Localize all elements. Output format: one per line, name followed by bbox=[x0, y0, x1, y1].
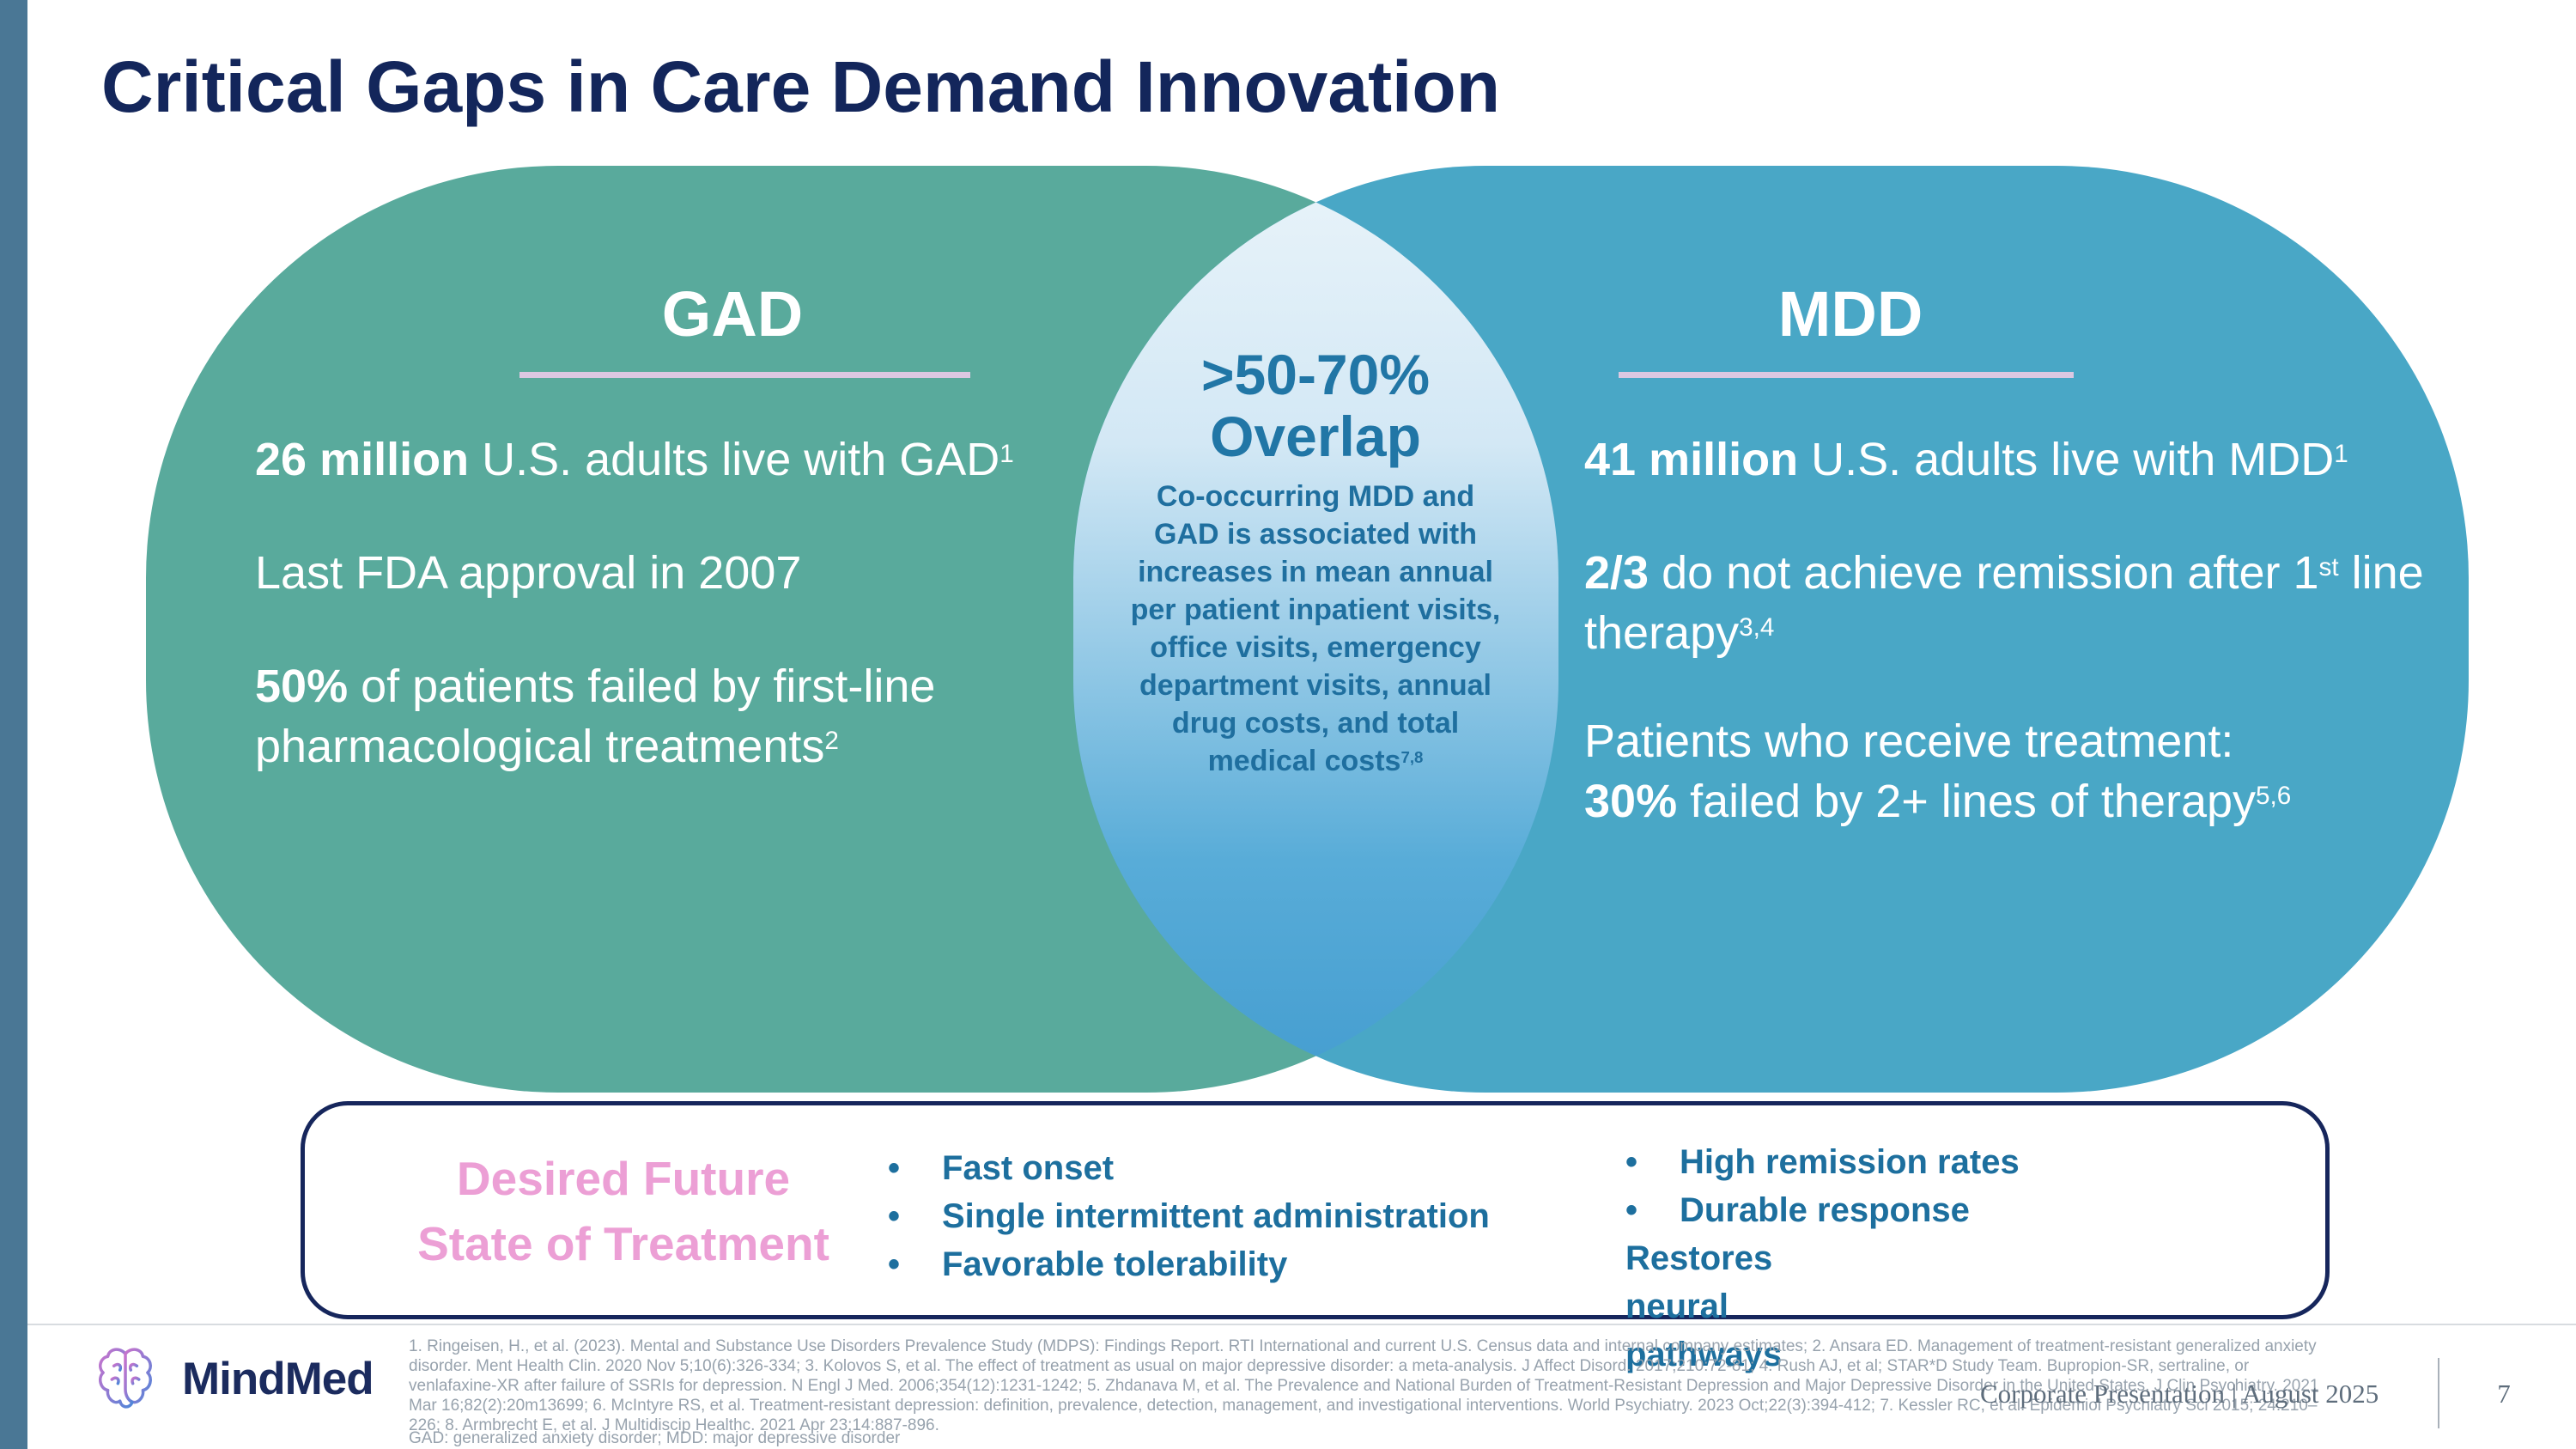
mindmed-brain-logo-icon bbox=[99, 1348, 152, 1409]
footer-vertical-divider bbox=[2438, 1358, 2439, 1428]
bullet-text-tolerability: Favorable tolerability bbox=[942, 1245, 1288, 1283]
bullet-icon: • bbox=[888, 1149, 901, 1187]
bullet-text-single-administration: Single intermittent administration bbox=[942, 1197, 1490, 1235]
list-item: • Favorable tolerability bbox=[888, 1240, 1643, 1288]
list-item: • Fast onset bbox=[888, 1144, 1643, 1192]
overlap-heading: >50-70% Overlap bbox=[1200, 343, 1431, 468]
mdd-stat-treatment: Patients who receive treatment: 30% faile… bbox=[1584, 715, 2292, 827]
gad-heading-underline bbox=[519, 372, 970, 378]
presentation-footer-label: Corporate Presentation | August 2025 bbox=[1980, 1379, 2379, 1409]
citation-line: Mar 16;82(2):20m13699; 6. McIntyre RS, e… bbox=[409, 1397, 2318, 1415]
bullet-text-durable-response: Durable response bbox=[1680, 1191, 1970, 1229]
bullet-icon: • bbox=[1625, 1143, 1638, 1181]
bullet-text-remission-rates: High remission rates bbox=[1680, 1143, 2020, 1181]
desired-future-label: Desired Future State of Treatment bbox=[366, 1146, 881, 1276]
gad-stat-failure: 50% of patients failed by first-line phar… bbox=[255, 661, 936, 772]
mindmed-wordmark: MindMed bbox=[182, 1354, 374, 1404]
slide-title: Critical Gaps in Care Demand Innovation bbox=[101, 46, 1501, 127]
list-item: • High remission rates bbox=[1625, 1138, 2312, 1186]
citation-line: 1. Ringeisen, H., et al. (2023). Mental … bbox=[409, 1337, 2317, 1355]
bullet-icon: • bbox=[888, 1245, 901, 1283]
list-item: • Durable response bbox=[1625, 1186, 2312, 1234]
citation-line: venlafaxine-XR after failure of SSRIs fo… bbox=[409, 1377, 2319, 1395]
gad-stats: 26 million U.S. adults live with GAD1 La… bbox=[255, 429, 1174, 776]
desired-future-line1: Desired Future bbox=[456, 1152, 791, 1205]
mdd-stats: 41 million U.S. adults live with MDD1 2/… bbox=[1584, 429, 2494, 831]
bullet-icon: • bbox=[888, 1197, 901, 1235]
citation-line: 226; 8. Armbrecht E, et al. J Multidisci… bbox=[409, 1416, 939, 1434]
footer-divider-line bbox=[27, 1324, 2576, 1325]
citations-block: 1. Ringeisen, H., et al. (2023). Mental … bbox=[409, 1336, 2319, 1435]
future-bullets-column-2: • High remission rates • Durable respons… bbox=[1625, 1138, 2312, 1379]
abbreviations-note: GAD: generalized anxiety disorder; MDD: … bbox=[409, 1429, 901, 1447]
future-bullets-column-1: • Fast onset • Single intermittent admin… bbox=[888, 1144, 1643, 1288]
gad-heading: GAD bbox=[661, 278, 804, 350]
mdd-stat-remission: 2/3 do not achieve remission after 1st l… bbox=[1584, 547, 2424, 659]
list-item: • Single intermittent administration bbox=[888, 1192, 1643, 1240]
mdd-stat-prevalence: 41 million U.S. adults live with MDD1 bbox=[1584, 434, 2348, 485]
page-number: 7 bbox=[2497, 1379, 2511, 1409]
overlap-lens bbox=[1073, 166, 1558, 1093]
mdd-heading-underline bbox=[1619, 372, 2074, 378]
gad-stat-prevalence: 26 million U.S. adults live with GAD1 bbox=[255, 434, 1014, 485]
bullet-icon: • bbox=[1625, 1191, 1638, 1229]
desired-future-line2: State of Treatment bbox=[417, 1217, 829, 1270]
desired-future-box bbox=[301, 1101, 2330, 1319]
gad-stat-fda: Last FDA approval in 2007 bbox=[255, 547, 802, 599]
mdd-heading: MDD bbox=[1777, 278, 1923, 350]
left-accent-bar bbox=[0, 0, 27, 1449]
list-item: Restores neural pathways bbox=[1625, 1234, 2312, 1379]
citation-line: disorder. Ment Health Clin. 2020 Nov 5;1… bbox=[409, 1357, 2250, 1375]
bullet-text-fast-onset: Fast onset bbox=[942, 1149, 1115, 1187]
overlap-description: Co-occurring MDD and GAD is associated wi… bbox=[1130, 480, 1501, 777]
